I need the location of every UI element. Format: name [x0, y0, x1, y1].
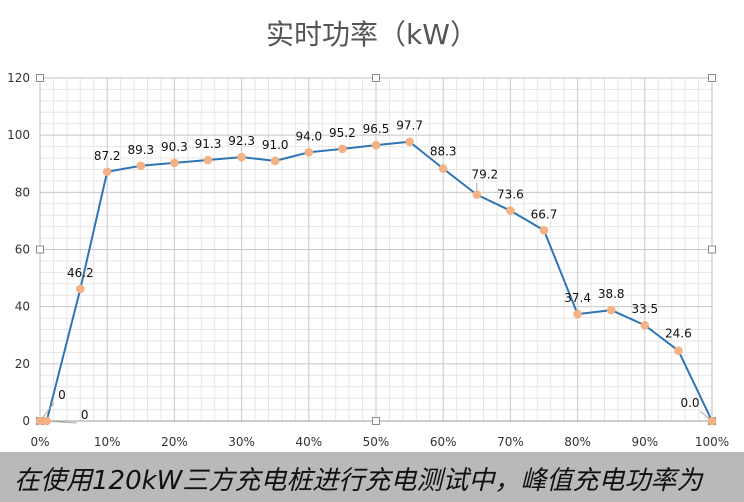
data-point-marker [371, 140, 381, 150]
caption-bar: 在使用120kW三方充电桩进行充电测试中，峰值充电功率为 [0, 452, 744, 502]
data-point-marker [472, 190, 482, 199]
resize-handle[interactable] [36, 74, 44, 82]
data-point-marker [237, 152, 246, 162]
data-point-marker [76, 284, 85, 294]
data-point-marker [707, 416, 717, 426]
data-point-markers [35, 137, 717, 426]
y-tick-label: 80 [15, 185, 30, 199]
data-labels: 0 0 46.2 87.2 89.3 90.3 91.3 92.3 91.0 94.0 95.2 96… [58, 119, 699, 422]
data-label: 24.6 [665, 327, 692, 341]
data-label: 90.3 [161, 140, 188, 154]
data-label: 37.4 [564, 291, 591, 305]
resize-handle[interactable] [36, 245, 44, 254]
y-tick-label: 100 [7, 128, 30, 142]
data-point-marker [606, 305, 616, 315]
data-point-marker [438, 164, 448, 173]
x-tick-label: 90% [631, 435, 658, 449]
x-tick-label: 100% [695, 435, 729, 449]
data-point-marker [170, 158, 179, 168]
y-tick-label: 60 [15, 243, 30, 257]
data-label: 46.2 [67, 266, 94, 280]
data-point-marker [405, 137, 414, 147]
data-label: 73.6 [497, 188, 524, 202]
y-tick-label: 0 [22, 414, 30, 428]
data-label: 88.3 [430, 145, 457, 159]
data-label: 94.0 [295, 129, 322, 143]
resize-handle[interactable] [372, 74, 380, 82]
x-tick-label: 10% [94, 435, 121, 449]
data-label: 0 [81, 408, 89, 422]
x-tick-label: 20% [161, 435, 188, 449]
data-point-marker [674, 346, 683, 355]
x-axis-tick-labels: 0% 10% 20% 30% 40% 50% 60% 70% 80% 90% 100% [30, 435, 729, 449]
x-tick-label: 40% [295, 435, 322, 449]
data-label: 97.7 [396, 119, 423, 133]
data-label: 0.0 [680, 396, 699, 410]
data-label: 79.2 [471, 168, 498, 182]
data-point-marker [338, 144, 347, 154]
data-point-marker [304, 148, 314, 157]
data-label: 87.2 [94, 149, 121, 163]
y-tick-label: 20 [15, 357, 30, 371]
data-label: 66.7 [531, 207, 558, 221]
data-point-marker [42, 416, 52, 426]
data-point-marker [270, 156, 280, 166]
line-chart: 实时功率（kW） 0 20 40 60 80 100 120 0% 10% 20% 30% 40% 5… [7, 18, 729, 449]
data-label: 89.3 [127, 143, 154, 157]
label-leader-line [46, 420, 77, 424]
data-label: 96.5 [363, 122, 390, 136]
resize-handle[interactable] [708, 74, 716, 82]
x-tick-label: 80% [564, 435, 591, 449]
x-tick-label: 50% [363, 435, 390, 449]
data-label: 38.8 [598, 287, 625, 301]
series-line-group [40, 140, 713, 422]
x-tick-label: 60% [430, 435, 457, 449]
y-tick-label: 120 [7, 71, 30, 85]
data-point-marker [203, 155, 213, 165]
data-point-marker [102, 167, 112, 177]
x-tick-label: 0% [30, 435, 49, 449]
series-line [40, 140, 713, 422]
data-point-marker [640, 320, 650, 330]
x-tick-label: 30% [228, 435, 255, 449]
chart-title: 实时功率（kW） [266, 18, 478, 51]
resize-handle[interactable] [372, 417, 380, 425]
data-label: 91.3 [195, 137, 222, 151]
data-label: 91.0 [262, 138, 289, 152]
data-point-marker [506, 206, 515, 215]
data-label: 0 [58, 388, 66, 402]
y-tick-label: 40 [15, 300, 30, 314]
data-point-marker [539, 226, 549, 235]
data-point-marker [136, 161, 146, 171]
resize-handle[interactable] [708, 245, 716, 254]
data-label: 92.3 [228, 134, 255, 148]
data-point-marker [573, 309, 582, 319]
x-tick-label: 70% [497, 435, 524, 449]
caption-text: 在使用120kW三方充电桩进行充电测试中，峰值充电功率为 [14, 466, 703, 496]
data-label: 33.5 [631, 302, 658, 316]
y-axis-tick-labels: 0 20 40 60 80 100 120 [7, 71, 30, 428]
data-label: 95.2 [329, 126, 356, 140]
